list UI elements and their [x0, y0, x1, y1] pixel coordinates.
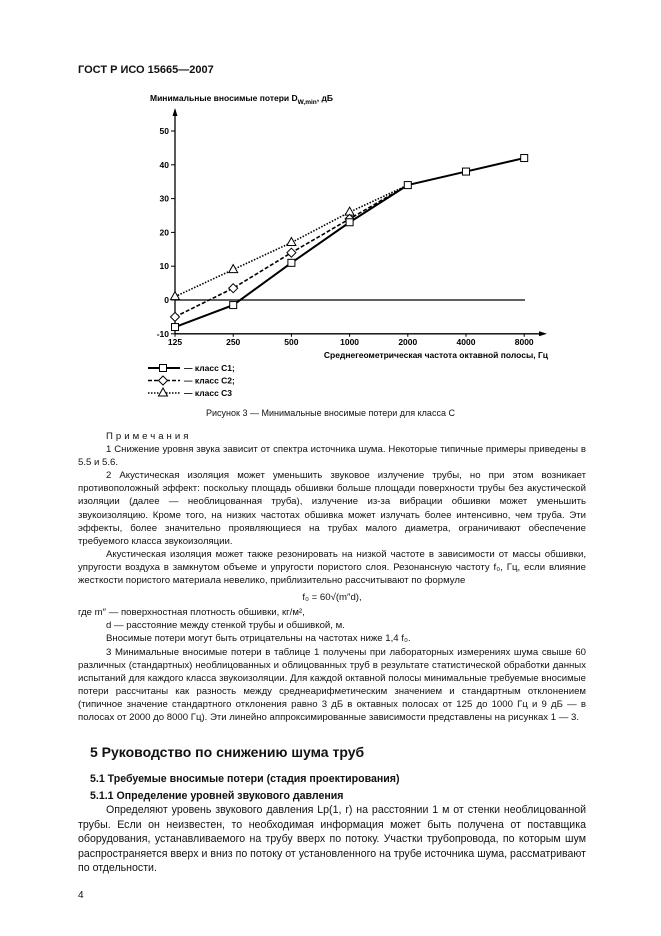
x-tick-label: 250	[226, 337, 240, 347]
legend-marker-square-icon	[159, 364, 167, 372]
data-point-1	[287, 258, 296, 267]
data-point-2	[286, 247, 297, 258]
where-d: d — расстояние между стенкой трубы и обш…	[106, 620, 345, 632]
y-tick-label: 20	[160, 227, 170, 237]
x-axis-arrow	[539, 331, 547, 337]
figure-caption: Рисунок 3 — Минимальные вносимые потери …	[206, 408, 455, 418]
y-axis-arrow	[172, 108, 178, 116]
legend-marker-diamond-icon	[157, 375, 169, 386]
x-tick-label: 125	[168, 337, 182, 347]
x-axis-label: Среднегеометрическая частота октавной по…	[324, 350, 549, 360]
section-5-1-1-heading: 5.1.1 Определение уровней звукового давл…	[90, 790, 344, 803]
x-tick-label: 1000	[340, 337, 359, 347]
section-5-heading: 5 Руководство по снижению шума труб	[90, 744, 365, 761]
page-number: 4	[78, 889, 84, 901]
data-point-3	[286, 236, 297, 247]
data-point-1	[520, 154, 529, 163]
notes-title: Примечания	[106, 431, 192, 442]
negative-loss-note: Вносимые потери могут быть отрицательны …	[106, 633, 411, 645]
paragraph-5-1-1: Определяют уровень звукового давления Lp…	[78, 804, 586, 875]
data-point-3	[227, 263, 239, 274]
data-point-1	[229, 301, 238, 310]
x-tick-label: 4000	[457, 337, 476, 347]
data-point-1	[171, 323, 179, 332]
note-2: 2 Акустическая изоляция может уменьшить …	[78, 470, 586, 547]
data-point-1	[462, 167, 470, 176]
note-3: 3 Минимальные вносимые потери в таблице …	[78, 646, 586, 723]
data-point-3	[169, 290, 181, 301]
x-tick-label: 2000	[398, 337, 417, 347]
document-header: ГОСТ Р ИСО 15665—2007	[78, 64, 214, 76]
legend-marker-triangle-icon	[157, 386, 169, 397]
data-point-2	[169, 311, 181, 323]
data-point-2	[227, 282, 239, 294]
series-line-1	[174, 157, 525, 328]
note-1: 1 Снижение уровня звука зависит от спект…	[78, 444, 586, 469]
x-tick-label: 500	[284, 337, 298, 347]
section-5-1-heading: 5.1 Требуемые вносимые потери (стадия пр…	[90, 773, 400, 786]
formula: f₀ = 60√(m″d),	[302, 592, 362, 604]
y-tick-label: -10	[157, 329, 170, 339]
data-point-1	[403, 181, 412, 190]
y-axis-label: Минимальные вносимые потери DW,min, дБ	[150, 93, 333, 106]
legend-label: — класс C2;	[184, 376, 235, 386]
chart: Минимальные вносимые потери DW,min, дБ -…	[148, 93, 549, 398]
y-tick-label: 0	[164, 295, 169, 305]
legend-label: — класс C3	[184, 388, 232, 398]
note-2-continued: Акустическая изоляция может также резони…	[78, 548, 586, 587]
body-text: Примечания 1 Снижение уровня звука завис…	[78, 430, 586, 902]
x-tick-label: 8000	[515, 337, 534, 347]
y-tick-label: 50	[160, 126, 170, 136]
where-m: где m″ — поверхностная плотность обшивки…	[78, 607, 305, 619]
legend-label: — класс C1;	[184, 363, 235, 373]
y-tick-label: 40	[160, 160, 170, 170]
y-tick-label: 30	[160, 194, 170, 204]
series-line-3	[174, 184, 409, 298]
data-point-1	[345, 218, 354, 227]
y-tick-label: 10	[160, 261, 170, 271]
